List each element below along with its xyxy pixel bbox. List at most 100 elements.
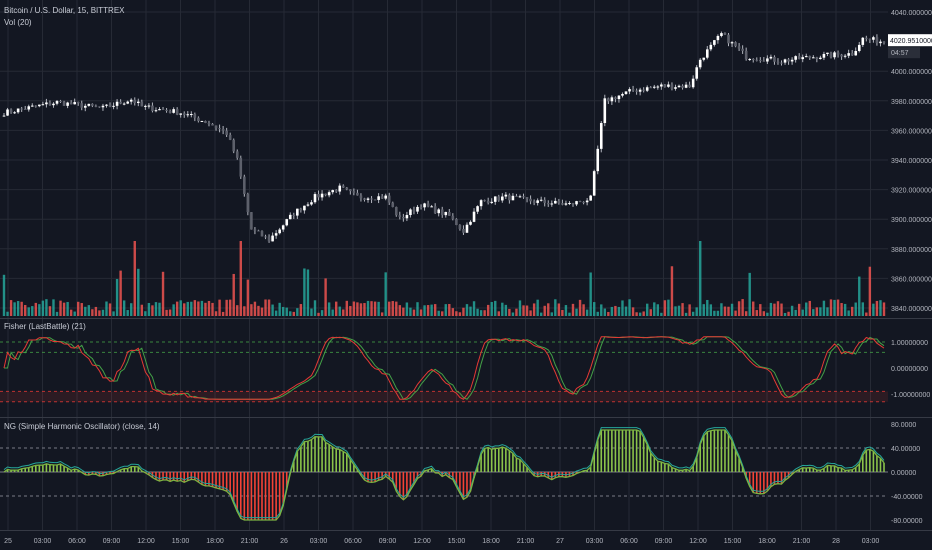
oscillator-axis[interactable]: 80.0000 40.00000 0.00000 -40.00000 -80.00000 xyxy=(888,418,932,530)
volume-bar xyxy=(699,241,702,316)
volume-bar xyxy=(497,311,500,316)
candle-body xyxy=(762,60,766,62)
volume-bar xyxy=(504,304,508,316)
candle-body xyxy=(698,59,702,68)
volume-bar xyxy=(179,300,182,316)
volume-bar xyxy=(850,306,854,316)
volume-bar xyxy=(257,305,260,316)
candle-body xyxy=(748,58,752,60)
volume-bar xyxy=(52,299,55,316)
fisher-tick-label: 0.00000000 xyxy=(891,366,928,373)
price-pane[interactable]: Bitcoin / U.S. Dollar, 15, BITTREX Vol (… xyxy=(0,0,888,318)
time-axis[interactable]: 25 03:00 06:00 09:00 12:00 15:00 18:00 21:00 26 0… xyxy=(0,531,888,550)
candle-body xyxy=(783,59,787,63)
volume-bar xyxy=(829,299,833,316)
volume-bar xyxy=(239,241,242,316)
candle-body xyxy=(645,87,649,91)
fisher-axis[interactable]: 1.00000000 0.00000000 -1.00000000 xyxy=(888,319,932,417)
pane-divider[interactable] xyxy=(0,417,932,418)
volume-bar xyxy=(748,272,751,316)
time-tick-label: 09:00 xyxy=(103,538,121,545)
candle-body xyxy=(409,209,412,216)
candle-body xyxy=(486,200,490,203)
candle-body xyxy=(430,206,433,208)
price-tick-label: 3980.00000000 xyxy=(891,99,932,106)
time-tick-label: 21:00 xyxy=(517,538,535,545)
volume-bar xyxy=(554,299,557,316)
candle-body xyxy=(582,201,585,203)
candle-body xyxy=(260,231,264,237)
price-tick-label: 4040.00000000 xyxy=(891,10,932,17)
candle-body xyxy=(501,196,504,201)
volume-bar xyxy=(190,301,193,316)
candle-body xyxy=(341,185,345,188)
pane-divider[interactable] xyxy=(0,318,932,319)
volume-bar xyxy=(115,279,119,316)
volume-bar xyxy=(331,309,334,316)
candle-body xyxy=(359,195,363,199)
volume-bar xyxy=(193,300,197,316)
candle-body xyxy=(387,195,391,203)
volume-bar xyxy=(508,308,511,316)
candle-body xyxy=(182,113,186,115)
time-tick-label: 12:00 xyxy=(137,538,155,545)
volume-bar xyxy=(108,303,112,316)
time-tick-label: 18:00 xyxy=(758,538,776,545)
candle-body xyxy=(674,87,677,89)
volume-bar xyxy=(843,303,847,316)
candle-body xyxy=(55,101,59,104)
candle-body xyxy=(543,199,547,203)
candle-body xyxy=(843,55,847,57)
volume-bar xyxy=(327,302,331,316)
volume-bar xyxy=(649,309,652,316)
volume-bar xyxy=(766,312,769,316)
volume-bar xyxy=(840,303,843,316)
time-tick-label: 09:00 xyxy=(379,538,397,545)
candle-body xyxy=(766,58,769,62)
volume-bar xyxy=(642,311,645,316)
volume-bar xyxy=(596,311,599,316)
volume-bar xyxy=(501,302,504,316)
volume-bar xyxy=(617,306,621,316)
price-axis[interactable]: 4040.00000000 4000.00000000 3980.00000000 3… xyxy=(888,0,932,318)
candle-body xyxy=(759,60,762,62)
candle-body xyxy=(812,57,815,59)
volume-bar xyxy=(561,309,564,316)
time-tick-label: 27 xyxy=(556,538,564,545)
candle-body xyxy=(94,105,98,107)
candle-body xyxy=(253,229,257,231)
volume-bar xyxy=(101,309,105,316)
volume-bar xyxy=(861,302,864,316)
volume-bar xyxy=(490,302,493,316)
candle-body xyxy=(423,203,426,208)
candle-body xyxy=(589,195,592,201)
volume-bar xyxy=(80,303,83,316)
candle-body xyxy=(197,117,200,122)
oscillator-chart xyxy=(0,418,888,530)
volume-bar xyxy=(486,304,490,316)
candle-body xyxy=(819,57,822,59)
volume-bar xyxy=(253,301,257,316)
candle-body xyxy=(734,42,737,47)
volume-bar xyxy=(568,312,571,316)
volume-bar xyxy=(34,302,38,316)
candle-body xyxy=(847,53,850,56)
fisher-pane[interactable]: Fisher (LastBattle) (21) xyxy=(0,319,888,417)
candle-body xyxy=(465,224,469,233)
time-tick-label: 06:00 xyxy=(344,538,362,545)
volume-bar xyxy=(532,303,536,316)
volume-bar xyxy=(62,302,66,316)
volume-bar xyxy=(522,305,525,316)
oscillator-pane[interactable]: NG (Simple Harmonic Oscillator) (close, … xyxy=(0,418,888,530)
candle-body xyxy=(790,59,794,62)
candle-body xyxy=(373,199,377,201)
volume-bar xyxy=(267,299,271,316)
volume-bar xyxy=(161,271,165,316)
time-tick-label: 15:00 xyxy=(448,538,466,545)
volume-bar xyxy=(752,301,755,316)
candle-body xyxy=(536,200,539,203)
candle-body xyxy=(631,89,635,91)
candle-body xyxy=(80,103,84,108)
oscillator-tick-label: -80.00000 xyxy=(891,518,923,525)
candle-body xyxy=(649,87,653,89)
